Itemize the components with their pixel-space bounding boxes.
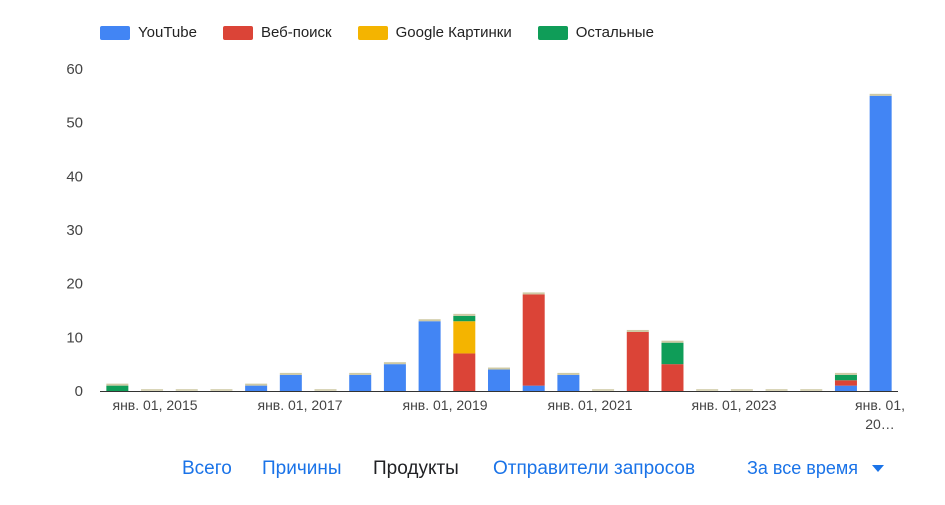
tab-requesters[interactable]: Отправители запросов: [493, 458, 696, 479]
x-tick-label: янв. 01, 2023: [691, 397, 776, 413]
bar-cap-period-16: [626, 329, 649, 332]
legend-label-web-search: Веб-поиск: [260, 24, 332, 41]
period-dropdown[interactable]: За все время: [747, 458, 884, 479]
tab-reasons[interactable]: Причины: [262, 458, 342, 479]
bar-cap-period-1: [106, 383, 129, 386]
legend-item-web-search[interactable]: Веб-поиск: [222, 24, 332, 41]
bar-cap-period-2: [141, 389, 164, 391]
bar-cap-period-15: [592, 389, 615, 391]
legend-swatch-google-images: [357, 25, 388, 40]
chevron-down-icon: [871, 465, 884, 472]
legend-item-youtube[interactable]: YouTube: [100, 24, 197, 41]
bar-segment-2-period-17: [661, 364, 684, 391]
bar-segment-1-period-14: [557, 374, 580, 391]
bar-segment-1-period-23: [869, 95, 892, 391]
bar-segment-4-period-11: [453, 315, 476, 322]
x-tick-label: янв. 01, 2021: [547, 397, 632, 413]
bar-cap-period-4: [210, 389, 233, 391]
bar-segment-4-period-1: [106, 385, 129, 391]
bar-segment-4-period-17: [661, 342, 684, 365]
tab-products[interactable]: Продукты: [373, 458, 459, 479]
y-tick-label: 10: [66, 329, 83, 346]
bar-cap-period-14: [557, 372, 580, 375]
x-tick-label: янв. 01, 2019: [402, 397, 487, 413]
bar-cap-period-19: [730, 389, 753, 391]
bar-cap-period-7: [314, 389, 337, 391]
bar-segment-1-period-5: [245, 385, 268, 391]
x-tick-label: янв. 01, 2015: [112, 397, 197, 413]
legend-label-other: Остальные: [575, 24, 654, 41]
legend-item-other[interactable]: Остальные: [537, 24, 654, 41]
bar-cap-period-8: [349, 372, 372, 375]
bar-segment-1-period-8: [349, 374, 372, 391]
bar-segment-1-period-9: [383, 364, 406, 391]
bar-segment-2-period-11: [453, 353, 476, 391]
bar-segment-2-period-16: [626, 331, 649, 391]
bar-cap-period-5: [245, 383, 268, 386]
chart-legend: YouTube Веб-поиск Google Картинки Осталь…: [100, 24, 680, 41]
bar-segment-1-period-10: [418, 321, 441, 391]
bar-segment-1-period-12: [488, 369, 510, 391]
bar-cap-period-23: [869, 93, 892, 96]
bar-segment-2-period-22: [834, 380, 857, 386]
bar-cap-period-3: [175, 389, 198, 391]
x-tick-label: янв. 01, 2017: [257, 397, 342, 413]
legend-swatch-web-search: [222, 25, 253, 40]
bar-cap-period-12: [488, 367, 510, 370]
bar-segment-4-period-22: [834, 374, 857, 381]
view-tabs: Всего Причины Продукты Отправители запро…: [0, 458, 945, 490]
tab-total[interactable]: Всего: [182, 458, 232, 479]
legend-swatch-youtube: [100, 25, 130, 40]
bar-segment-1-period-22: [834, 385, 857, 391]
x-tick-label: янв. 01, 20…: [855, 397, 905, 432]
legend-label-youtube: YouTube: [138, 24, 197, 41]
bar-segment-1-period-6: [279, 374, 302, 391]
legend-swatch-other: [537, 25, 568, 40]
bar-cap-period-13: [522, 292, 545, 295]
bar-segment-1-period-13: [522, 385, 545, 391]
y-tick-label: 50: [66, 115, 83, 132]
bar-cap-period-6: [279, 372, 302, 375]
bar-cap-period-10: [418, 319, 441, 322]
y-tick-label: 0: [75, 383, 83, 400]
stacked-bar-chart: 0 10 20 30 40 50 60 янв. 01, 2015 янв. 01, 2017 я…: [66, 61, 905, 432]
bar-cap-period-17: [661, 340, 684, 343]
bar-cap-period-9: [383, 362, 406, 365]
bar-cap-period-22: [834, 372, 857, 375]
y-tick-label: 40: [66, 168, 83, 185]
y-tick-label: 60: [66, 61, 83, 78]
legend-item-google-images[interactable]: Google Картинки: [357, 24, 512, 41]
bar-cap-period-21: [800, 389, 823, 391]
bar-segment-3-period-11: [453, 321, 476, 354]
legend-label-google-images: Google Картинки: [395, 24, 512, 41]
bar-segment-2-period-13: [522, 294, 545, 386]
bar-cap-period-11: [453, 313, 476, 316]
bar-cap-period-20: [765, 389, 788, 391]
y-tick-label: 30: [66, 222, 83, 239]
y-tick-label: 20: [66, 276, 83, 293]
bar-cap-period-18: [696, 389, 719, 391]
period-label: За все время: [747, 458, 858, 478]
